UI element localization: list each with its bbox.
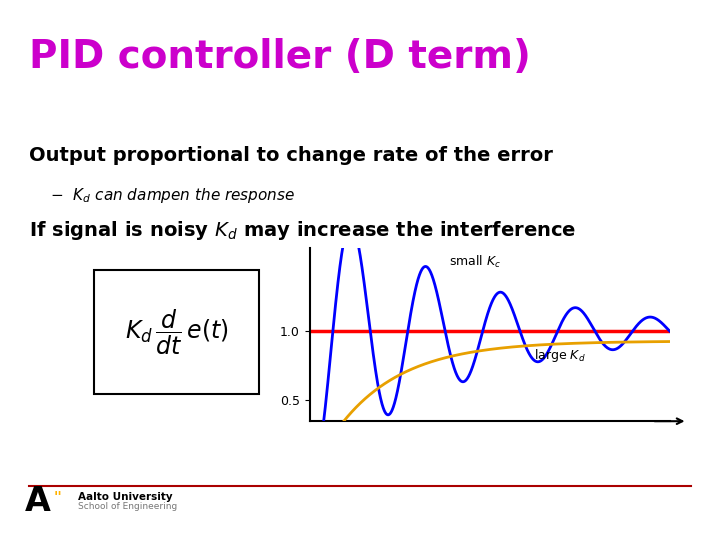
Text: School of Engineering: School of Engineering [78,502,177,511]
Text: $-\ \ K_d$ can dampen the response: $-\ \ K_d$ can dampen the response [50,186,296,205]
Text: $K_d\,\dfrac{d}{dt}\,e(t)$: $K_d\,\dfrac{d}{dt}\,e(t)$ [125,307,228,357]
Text: Aalto University: Aalto University [78,492,172,502]
Text: small $K_c$: small $K_c$ [449,254,501,271]
Text: If signal is noisy $K_d$ may increase the interference: If signal is noisy $K_d$ may increase th… [29,219,576,242]
Text: large $K_d$: large $K_d$ [534,347,586,364]
Text: A: A [25,484,51,518]
Text: '': '' [54,490,63,504]
Text: Output proportional to change rate of the error: Output proportional to change rate of th… [29,146,553,165]
Text: PID controller (D term): PID controller (D term) [29,38,531,76]
Bar [94,270,259,394]
